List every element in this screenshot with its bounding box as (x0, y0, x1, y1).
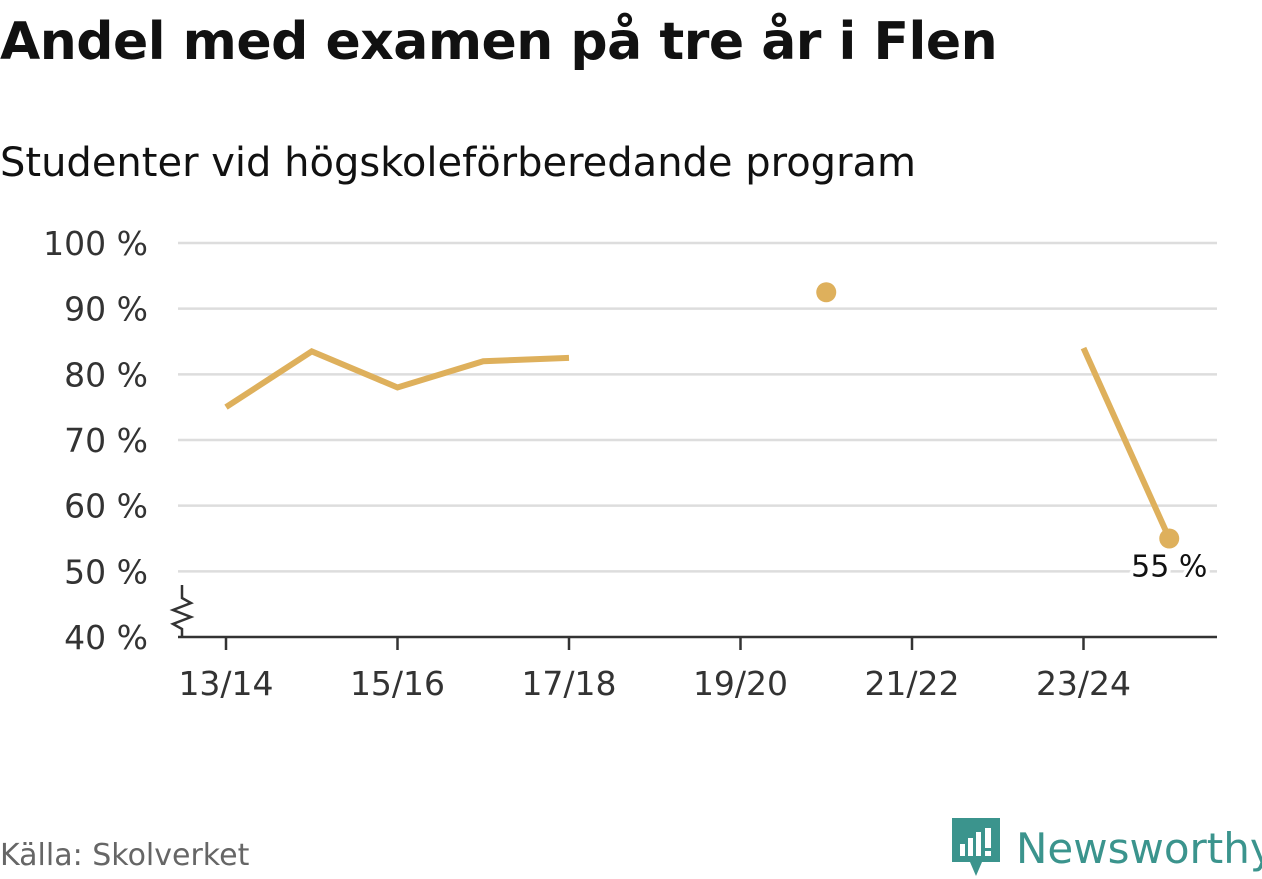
x-tick-label: 15/16 (350, 664, 445, 703)
y-tick-label: 80 % (64, 355, 148, 394)
chart-title: Andel med examen på tre år i Flen (0, 12, 998, 72)
y-tick-label: 90 % (64, 290, 148, 329)
x-tick-label: 17/18 (521, 664, 616, 703)
y-tick-label: 40 % (64, 618, 148, 657)
x-tick-label: 21/22 (864, 664, 959, 703)
x-tick-label: 23/24 (1036, 664, 1131, 703)
x-tick-label: 19/20 (693, 664, 788, 703)
series-line (1080, 346, 1172, 540)
brand-logo: Newsworthy (952, 818, 1262, 878)
end-value-label: 55 % (1131, 550, 1207, 585)
series-line (224, 347, 570, 410)
y-tick-label: 60 % (64, 487, 148, 526)
x-tick-label: 13/14 (178, 664, 273, 703)
axis-break-icon (169, 585, 195, 637)
chart-subtitle: Studenter vid högskoleförberedande progr… (0, 140, 916, 186)
newsworthy-logo-icon (952, 818, 1000, 876)
brand-name: Newsworthy (1016, 823, 1262, 873)
data-point (816, 282, 837, 303)
y-tick-label: 70 % (64, 421, 148, 460)
y-tick-label: 100 % (43, 224, 148, 263)
y-tick-label: 50 % (64, 552, 148, 591)
end-point (1159, 528, 1180, 549)
source-note: Källa: Skolverket (0, 838, 250, 873)
